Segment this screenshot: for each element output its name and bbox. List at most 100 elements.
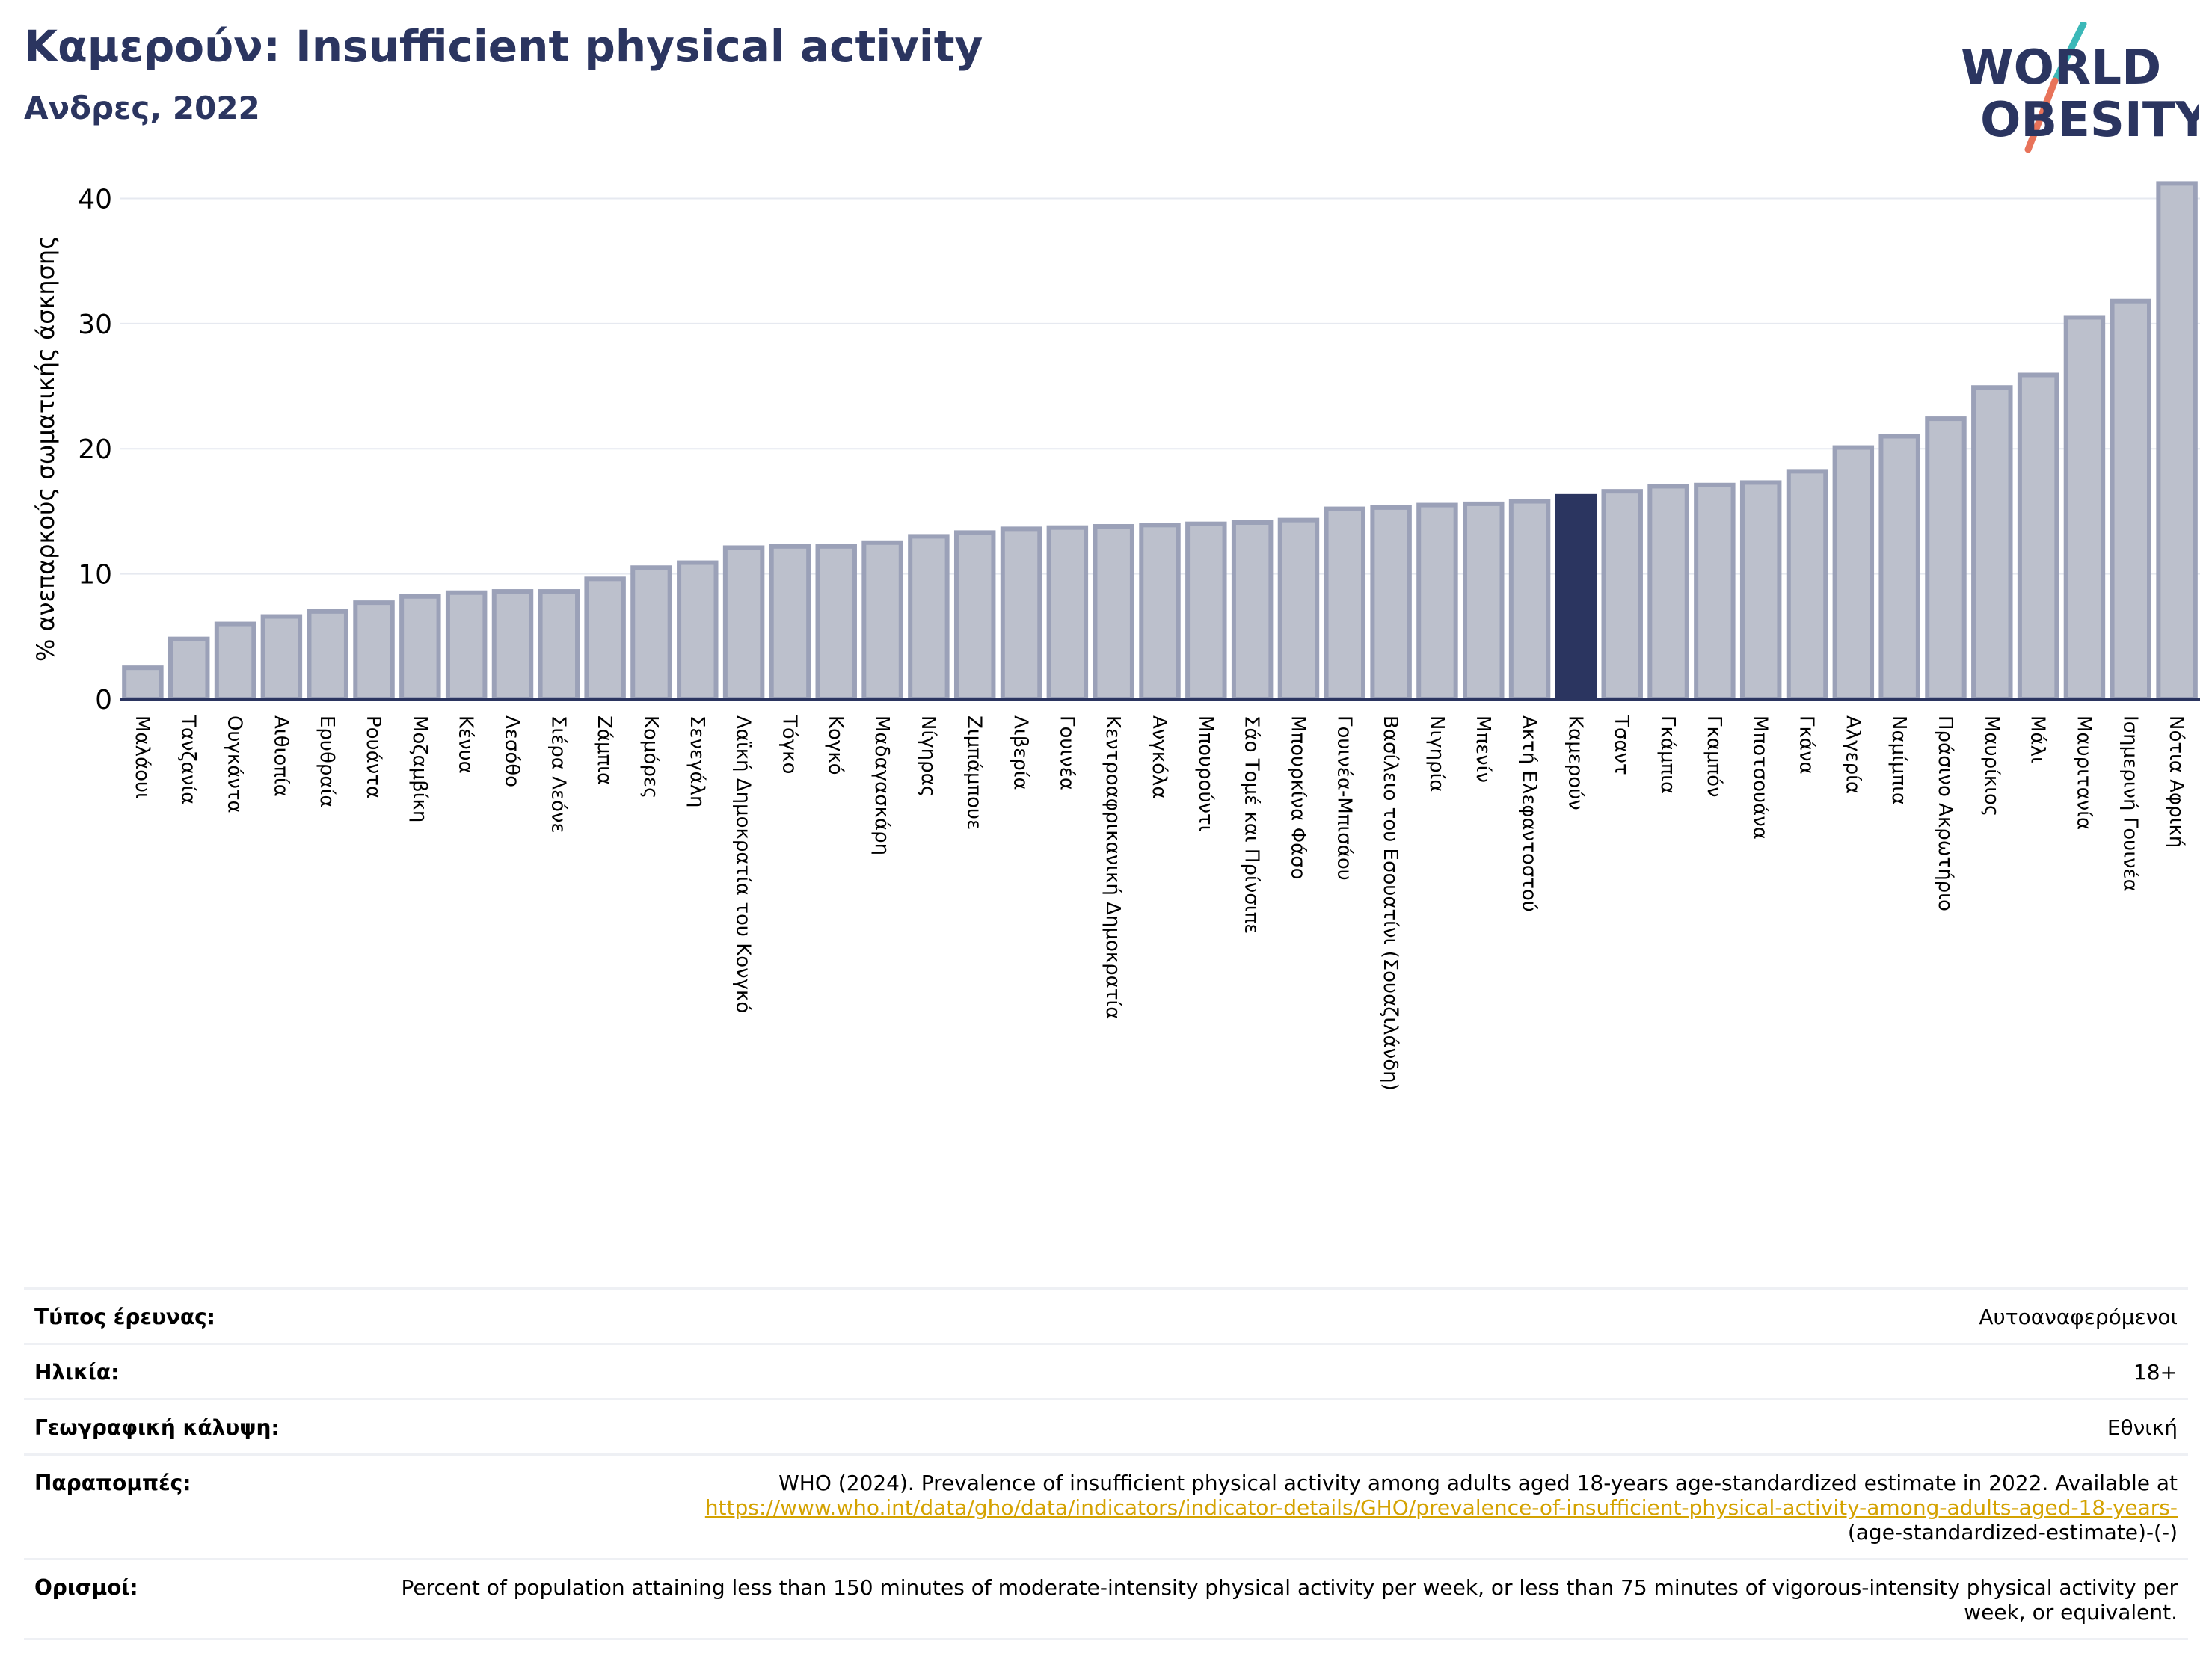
- x-tick-label: Γουινέα-Μπισάου: [1333, 715, 1355, 881]
- x-tick-label: Νιγηρία: [1425, 715, 1448, 792]
- bar: [1416, 502, 1458, 701]
- coverage-value: Εθνική: [2107, 1415, 2178, 1441]
- x-tick-label: Μαδαγασκάρη: [870, 715, 893, 855]
- x-tick-label: Ρουάντα: [362, 715, 384, 798]
- bar: [1046, 525, 1089, 702]
- references-tail: (age-standardized-estimate)-(-): [1847, 1520, 2178, 1545]
- bar: [307, 609, 348, 701]
- x-tick-label: Λεσόθο: [500, 715, 523, 787]
- x-tick-label: Καμερούν: [1564, 715, 1586, 810]
- logo-slash-bottom: [2024, 77, 2059, 153]
- x-tick-label: Ανγκόλα: [1148, 715, 1170, 798]
- bar: [353, 600, 395, 701]
- bar: [260, 614, 303, 701]
- bar: [1000, 526, 1042, 701]
- bar: [1185, 521, 1227, 702]
- x-tick-label: Κομόρες: [639, 715, 662, 798]
- x-tick-layer: Μαλάουι Τανζανία Ουγκάντα Αιθιοπία Ερυθραία Ρ…: [131, 715, 2187, 1091]
- y-axis-label: % ανεπαρκούς σωματικής άσκησης: [31, 236, 60, 662]
- x-tick-label: Μπουρούντι: [1194, 715, 1217, 831]
- chart-subtitle: Ανδρες, 2022: [24, 90, 260, 126]
- definitions-label: Ορισμοί:: [34, 1575, 138, 1601]
- y-tick-layer: 0 10 20 30 40: [78, 184, 112, 715]
- bar: [1555, 493, 1597, 701]
- info-row-survey-type: Τύπος έρευνας: Αυτοαναφερόμενοι: [24, 1287, 2188, 1343]
- x-tick-label: Γουινέα: [1055, 715, 1078, 790]
- bar: [445, 590, 488, 701]
- survey-type-value: Αυτοαναφερόμενοι: [1979, 1305, 2178, 1329]
- x-tick-label: Γκάμπια: [1656, 715, 1679, 794]
- bar: [538, 589, 580, 701]
- x-tick-label: Τανζανία: [177, 715, 200, 804]
- x-tick-label: Μπενίν: [1472, 715, 1494, 783]
- world-obesity-logo: WORLD OBESITY: [1961, 22, 2199, 153]
- bar: [491, 589, 534, 701]
- bar: [2110, 298, 2151, 701]
- x-tick-label: Τόγκο: [778, 715, 800, 774]
- bar: [122, 665, 164, 702]
- x-tick-label: Μαυρίκιος: [1980, 715, 2003, 816]
- y-tick-label: 0: [95, 685, 112, 715]
- x-tick-label: Ζιμπάμπουε: [963, 715, 986, 830]
- bar: [815, 544, 857, 701]
- bar: [1508, 499, 1551, 701]
- x-tick-label: Μαυριτανία: [2072, 715, 2095, 830]
- bar: [1647, 484, 1689, 701]
- bar: [214, 621, 256, 701]
- info-table: Τύπος έρευνας: Αυτοαναφερόμενοι Ηλικία: …: [24, 1287, 2188, 1641]
- definitions-value: Percent of population attaining less tha…: [401, 1575, 2178, 1625]
- survey-type-label: Τύπος έρευνας:: [34, 1305, 215, 1329]
- bar: [677, 560, 719, 701]
- x-tick-label: Τσαντ: [1610, 715, 1632, 775]
- bar: [769, 544, 811, 701]
- bar: [2156, 181, 2198, 701]
- x-tick-label: Κογκό: [824, 715, 847, 775]
- bar: [2063, 315, 2106, 701]
- bar: [2017, 372, 2059, 701]
- x-tick-label: Μποτσουάνα: [1749, 715, 1772, 840]
- x-tick-label: Ναμίμπια: [1887, 715, 1910, 805]
- references-value: WHO (2024). Prevalence of insufficient p…: [705, 1471, 2178, 1545]
- logo-line2: OBESITY: [1980, 93, 2199, 148]
- coverage-label: Γεωγραφική κάλυψη:: [34, 1415, 280, 1441]
- x-tick-label: Μπουρκίνα Φάσο: [1286, 715, 1309, 880]
- info-row-age: Ηλικία: 18+: [24, 1343, 2188, 1398]
- references-label: Παραπομπές:: [34, 1471, 191, 1496]
- age-value: 18+: [2133, 1360, 2178, 1385]
- info-row-coverage: Γεωγραφική κάλυψη: Εθνική: [24, 1398, 2188, 1453]
- x-tick-label: Κεντροαφρικανική Δημοκρατία: [1102, 715, 1124, 1019]
- info-row-definitions: Ορισμοί: Percent of population attaining…: [24, 1558, 2188, 1641]
- x-tick-label: Βασίλειο του Εσουατίνι (Σουαζιλάνδη): [1379, 715, 1401, 1091]
- bar: [1139, 523, 1181, 701]
- references-link[interactable]: https://www.who.int/data/gho/data/indica…: [704, 1495, 2178, 1521]
- x-tick-label: Ερυθραία: [316, 715, 338, 807]
- x-tick-label: Σενεγάλη: [686, 715, 708, 807]
- x-tick-label: Αλγερία: [1841, 715, 1864, 794]
- y-tick-label: 40: [78, 184, 112, 215]
- logo-slash-top: [2051, 22, 2087, 84]
- bar: [399, 594, 441, 701]
- bar: [1694, 482, 1736, 701]
- x-tick-label: Πράσινο Ακρωτήριο: [1934, 715, 1956, 911]
- age-label: Ηλικία:: [34, 1360, 120, 1385]
- x-tick-label: Μάλι: [2027, 715, 2049, 763]
- bar: [908, 534, 950, 702]
- x-tick-label: Ουγκάντα: [224, 715, 246, 813]
- bar: [722, 545, 765, 701]
- bar: [1093, 524, 1134, 701]
- chart-title: Καμερούν: Insufficient physical activity: [24, 21, 983, 72]
- bar: [1231, 520, 1274, 701]
- logo-line1: WORLD: [1961, 40, 2161, 96]
- x-tick-label: Νίγηρας: [917, 715, 939, 797]
- x-tick-label: Νότια Αφρική: [2165, 715, 2187, 848]
- bar: [1832, 445, 1875, 701]
- bar: [1786, 469, 1828, 701]
- x-tick-label: Γκάνα: [1795, 715, 1818, 775]
- bar: [168, 636, 210, 702]
- bar: [1463, 501, 1505, 702]
- bar: [1601, 489, 1643, 702]
- x-tick-label: Μοζαμβίκη: [408, 715, 431, 822]
- y-tick-label: 10: [78, 560, 112, 591]
- x-tick-label: Σάο Τομέ και Πρίνσιπε: [1241, 715, 1263, 934]
- bar: [1277, 517, 1320, 702]
